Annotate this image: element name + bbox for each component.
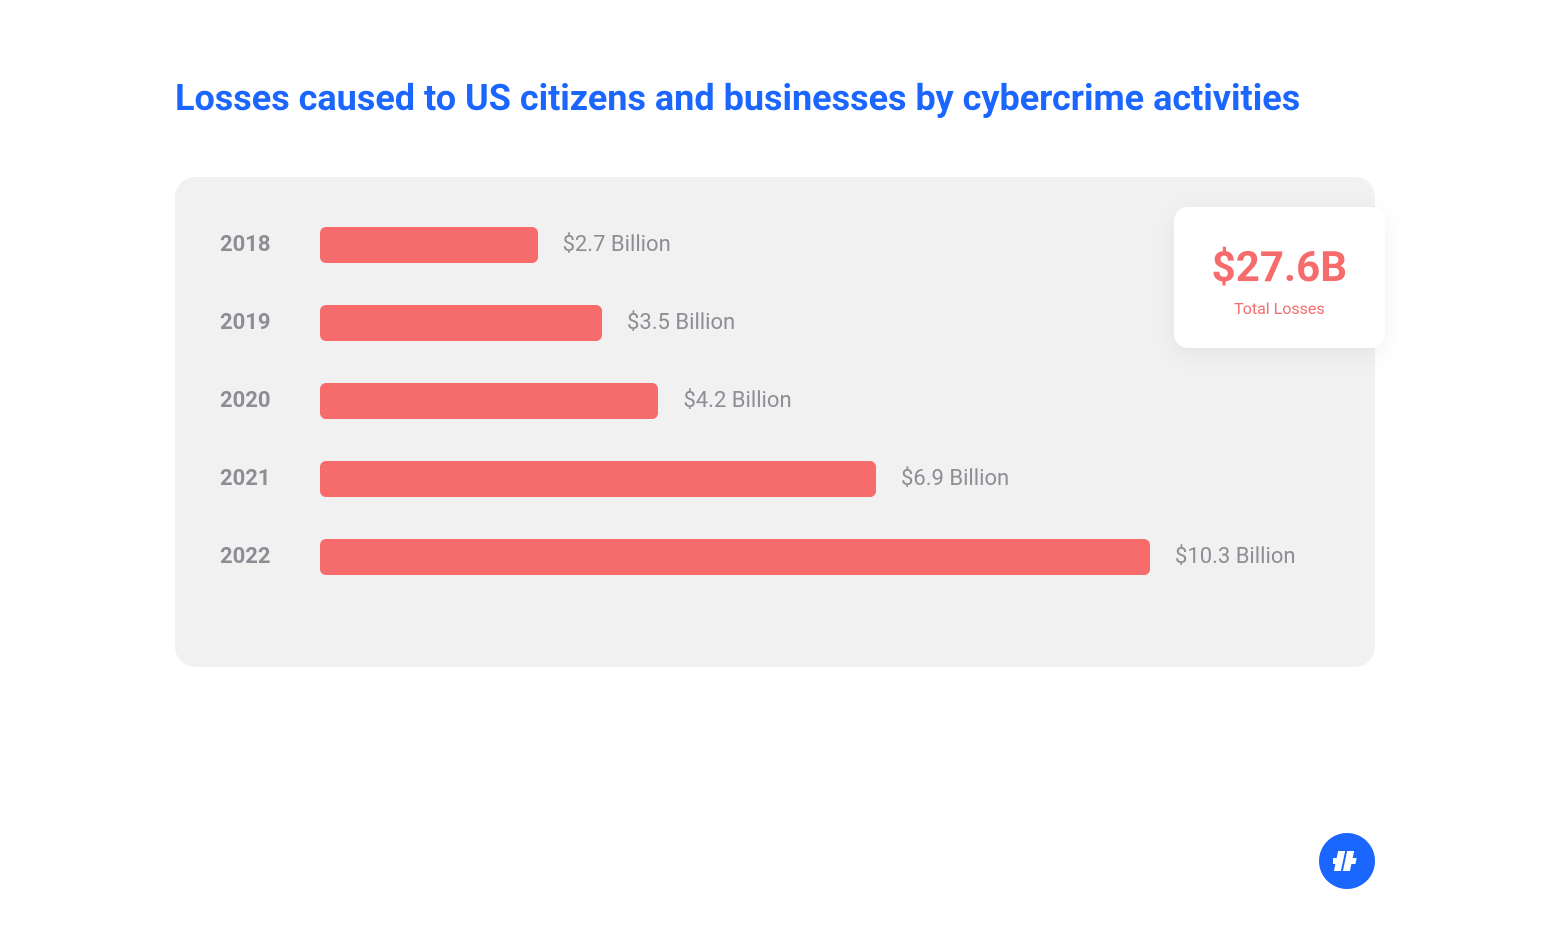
value-label: $3.5 Billion (627, 310, 735, 335)
chart-container: Losses caused to US citizens and busines… (0, 0, 1550, 667)
chart-title: Losses caused to US citizens and busines… (175, 75, 1375, 122)
year-label: 2020 (220, 388, 300, 413)
chart-panel: 2018 $2.7 Billion 2019 $3.5 Billion 2020… (175, 177, 1375, 667)
bar-row-2019: 2019 $3.5 Billion (220, 305, 1330, 341)
year-label: 2022 (220, 544, 300, 569)
bar (320, 539, 1150, 575)
year-label: 2021 (220, 466, 300, 491)
summary-label: Total Losses (1212, 299, 1347, 318)
brand-logo-icon (1319, 833, 1375, 889)
bar (320, 305, 602, 341)
summary-value: $27.6B (1212, 247, 1347, 289)
bar (320, 461, 876, 497)
value-label: $2.7 Billion (563, 232, 671, 257)
bar-row-2020: 2020 $4.2 Billion (220, 383, 1330, 419)
bar-row-2021: 2021 $6.9 Billion (220, 461, 1330, 497)
year-label: 2018 (220, 232, 300, 257)
bar-row-2022: 2022 $10.3 Billion (220, 539, 1330, 575)
value-label: $10.3 Billion (1175, 544, 1296, 569)
value-label: $6.9 Billion (901, 466, 1009, 491)
summary-card: $27.6B Total Losses (1174, 207, 1385, 348)
year-label: 2019 (220, 310, 300, 335)
bar (320, 383, 658, 419)
bar-row-2018: 2018 $2.7 Billion (220, 227, 1330, 263)
bar (320, 227, 538, 263)
value-label: $4.2 Billion (683, 388, 791, 413)
logo-glyph-icon (1333, 847, 1361, 875)
